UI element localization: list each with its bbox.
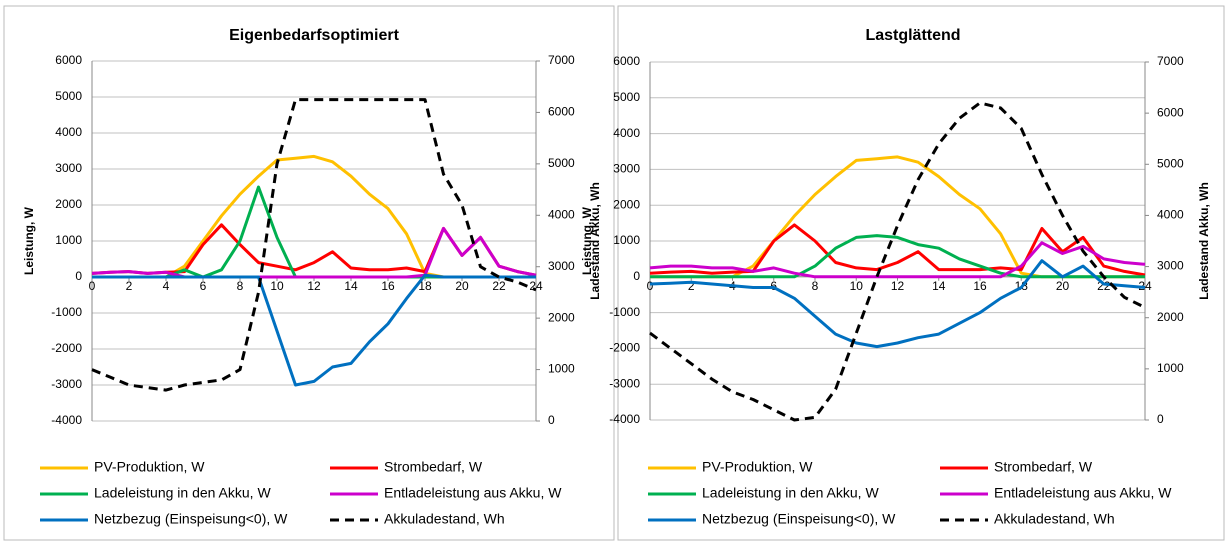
legend-label: PV-Produktion, W <box>94 459 205 475</box>
series-line <box>649 259 1146 349</box>
y2-tick-label: 5000 <box>1157 156 1184 170</box>
series-line <box>650 234 1145 279</box>
series-line <box>91 98 537 392</box>
panel-frame <box>3 5 615 541</box>
y2-axis-title: Ladestand Akku, Wh <box>1197 182 1211 300</box>
x-tick-label: 2 <box>126 279 133 293</box>
x-tick-label: 16 <box>381 279 395 293</box>
y-tick-label: 2000 <box>613 197 640 211</box>
y-tick-label: 5000 <box>55 89 82 103</box>
y2-tick-label: 3000 <box>548 259 575 273</box>
series-line <box>91 226 537 279</box>
x-tick-label: 14 <box>932 279 946 293</box>
y-tick-label: 4000 <box>55 125 82 139</box>
x-tick-label: 24 <box>1138 279 1152 293</box>
y-tick-label: -2000 <box>609 341 640 355</box>
y2-tick-label: 2000 <box>548 310 575 324</box>
y-tick-label: 6000 <box>613 54 640 68</box>
x-tick-label: 12 <box>891 279 905 293</box>
x-tick-label: 24 <box>529 279 543 293</box>
y-tick-label: 4000 <box>613 126 640 140</box>
y2-tick-label: 0 <box>1157 412 1164 426</box>
y-tick-label: -3000 <box>51 377 82 391</box>
y-tick-label: 6000 <box>55 53 82 67</box>
y2-tick-label: 4000 <box>548 207 575 221</box>
y-tick-label: 3000 <box>613 162 640 176</box>
y-tick-label: -4000 <box>609 412 640 426</box>
legend-label: Ladeleistung in den Akku, W <box>702 485 879 501</box>
y-tick-label: -3000 <box>609 376 640 390</box>
y-tick-label: -4000 <box>51 413 82 427</box>
x-tick-label: 8 <box>237 279 244 293</box>
y-tick-label: 0 <box>633 269 640 283</box>
series-line <box>649 101 1146 422</box>
y-axis-title: Leistung, W <box>580 206 594 275</box>
y-tick-label: 0 <box>75 269 82 283</box>
y-tick-label: 2000 <box>55 197 82 211</box>
y2-tick-label: 4000 <box>1157 208 1184 222</box>
series-line <box>92 273 536 387</box>
y-tick-label: 1000 <box>55 233 82 247</box>
x-tick-label: 0 <box>647 279 654 293</box>
x-tick-label: 10 <box>270 279 284 293</box>
y2-tick-label: 3000 <box>1157 259 1184 273</box>
x-tick-label: 10 <box>850 279 864 293</box>
legend-label: Akkuladestand, Wh <box>994 511 1115 527</box>
series-line <box>92 154 536 279</box>
legend-label: Entladeleistung aus Akku, W <box>994 485 1172 501</box>
legend-label: Strombedarf, W <box>994 459 1093 475</box>
x-tick-label: 0 <box>89 279 96 293</box>
y2-tick-label: 1000 <box>1157 361 1184 375</box>
y-tick-label: -1000 <box>51 305 82 319</box>
series-line <box>649 223 1146 277</box>
chart-title: Lastglättend <box>865 27 960 44</box>
y-axis-title: Leistung, W <box>22 206 36 275</box>
legend-label: PV-Produktion, W <box>702 459 813 475</box>
x-tick-label: 20 <box>1056 279 1070 293</box>
y2-tick-label: 2000 <box>1157 310 1184 324</box>
y-tick-label: 5000 <box>613 90 640 104</box>
chart-title: Eigenbedarfsoptimiert <box>229 27 399 44</box>
y2-tick-label: 6000 <box>1157 105 1184 119</box>
series-line <box>649 241 1146 279</box>
x-tick-label: 22 <box>492 279 506 293</box>
panel-frame <box>617 5 1225 541</box>
y-tick-label: -1000 <box>609 305 640 319</box>
legend-label: Netzbezug (Einspeisung<0), W <box>702 511 896 527</box>
legend-label: Netzbezug (Einspeisung<0), W <box>94 511 288 527</box>
y2-tick-label: 0 <box>548 413 555 427</box>
x-tick-label: 12 <box>307 279 321 293</box>
x-tick-label: 14 <box>344 279 358 293</box>
x-tick-label: 16 <box>973 279 987 293</box>
y2-tick-label: 5000 <box>548 156 575 170</box>
x-tick-label: 4 <box>163 279 170 293</box>
legend-label: Akkuladestand, Wh <box>384 511 505 527</box>
x-tick-label: 2 <box>688 279 695 293</box>
y2-tick-label: 7000 <box>1157 54 1184 68</box>
y-tick-label: 1000 <box>613 233 640 247</box>
y2-tick-label: 1000 <box>548 362 575 376</box>
y2-axis-title: Ladestand Akku, Wh <box>588 182 602 300</box>
legend-label: Strombedarf, W <box>384 459 483 475</box>
y2-tick-label: 6000 <box>548 105 575 119</box>
y2-tick-label: 7000 <box>548 53 575 67</box>
legend-label: Entladeleistung aus Akku, W <box>384 485 562 501</box>
series-line <box>650 155 1145 279</box>
legend-label: Ladeleistung in den Akku, W <box>94 485 271 501</box>
x-tick-label: 18 <box>418 279 432 293</box>
x-tick-label: 8 <box>812 279 819 293</box>
y-tick-label: 3000 <box>55 161 82 175</box>
x-tick-label: 20 <box>455 279 469 293</box>
x-tick-label: 6 <box>200 279 207 293</box>
x-tick-label: 6 <box>770 279 777 293</box>
y-tick-label: -2000 <box>51 341 82 355</box>
